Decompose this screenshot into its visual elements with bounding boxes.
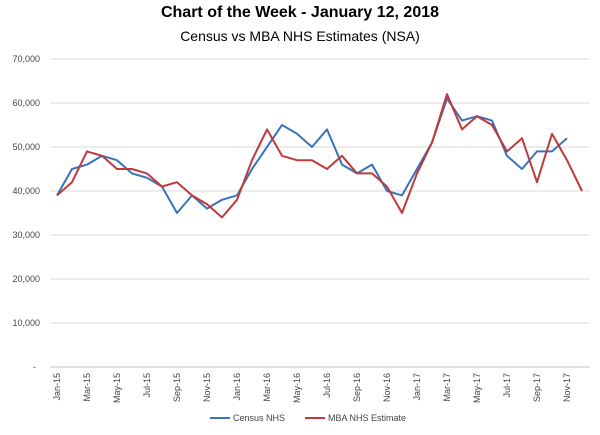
y-tick-label: 10,000	[12, 318, 40, 328]
x-tick-label: Mar-15	[82, 373, 92, 402]
x-tick-label: Jul-15	[142, 373, 152, 398]
x-tick-label: Jan-15	[52, 373, 62, 401]
x-tick-label: Jul-16	[322, 373, 332, 398]
x-tick-label: Jan-17	[412, 373, 422, 401]
series-line-census-nhs	[56, 97, 568, 214]
x-tick-label: Nov-17	[562, 373, 572, 402]
x-tick-label: Sep-17	[532, 373, 542, 402]
y-tick-label: 70,000	[12, 54, 40, 64]
y-tick-label: 50,000	[12, 142, 40, 152]
x-tick-label: May-17	[472, 373, 482, 403]
series-line-mba-nhs-estimate	[56, 93, 583, 219]
x-tick-label: Nov-16	[382, 373, 392, 402]
legend-label: Census NHS	[233, 413, 285, 423]
x-tick-label: Sep-15	[172, 373, 182, 402]
x-tick-label: Jul-17	[502, 373, 512, 398]
x-tick-label: Nov-15	[202, 373, 212, 402]
chart-subtitle: Census vs MBA NHS Estimates (NSA)	[180, 28, 420, 44]
x-tick-label: Mar-16	[262, 373, 272, 402]
y-tick-label: 20,000	[12, 274, 40, 284]
x-tick-label: Sep-16	[352, 373, 362, 402]
y-tick-label: 40,000	[12, 186, 40, 196]
x-tick-label: May-15	[112, 373, 122, 403]
chart-title: Chart of the Week - January 12, 2018	[160, 4, 440, 21]
x-tick-label: May-16	[292, 373, 302, 403]
legend-label: MBA NHS Estimate	[328, 413, 406, 423]
y-tick-label: 60,000	[12, 98, 40, 108]
y-tick-label: -	[33, 362, 36, 372]
x-tick-label: Mar-17	[442, 373, 452, 402]
y-tick-label: 30,000	[12, 230, 40, 240]
x-tick-label: Jan-16	[232, 373, 242, 401]
